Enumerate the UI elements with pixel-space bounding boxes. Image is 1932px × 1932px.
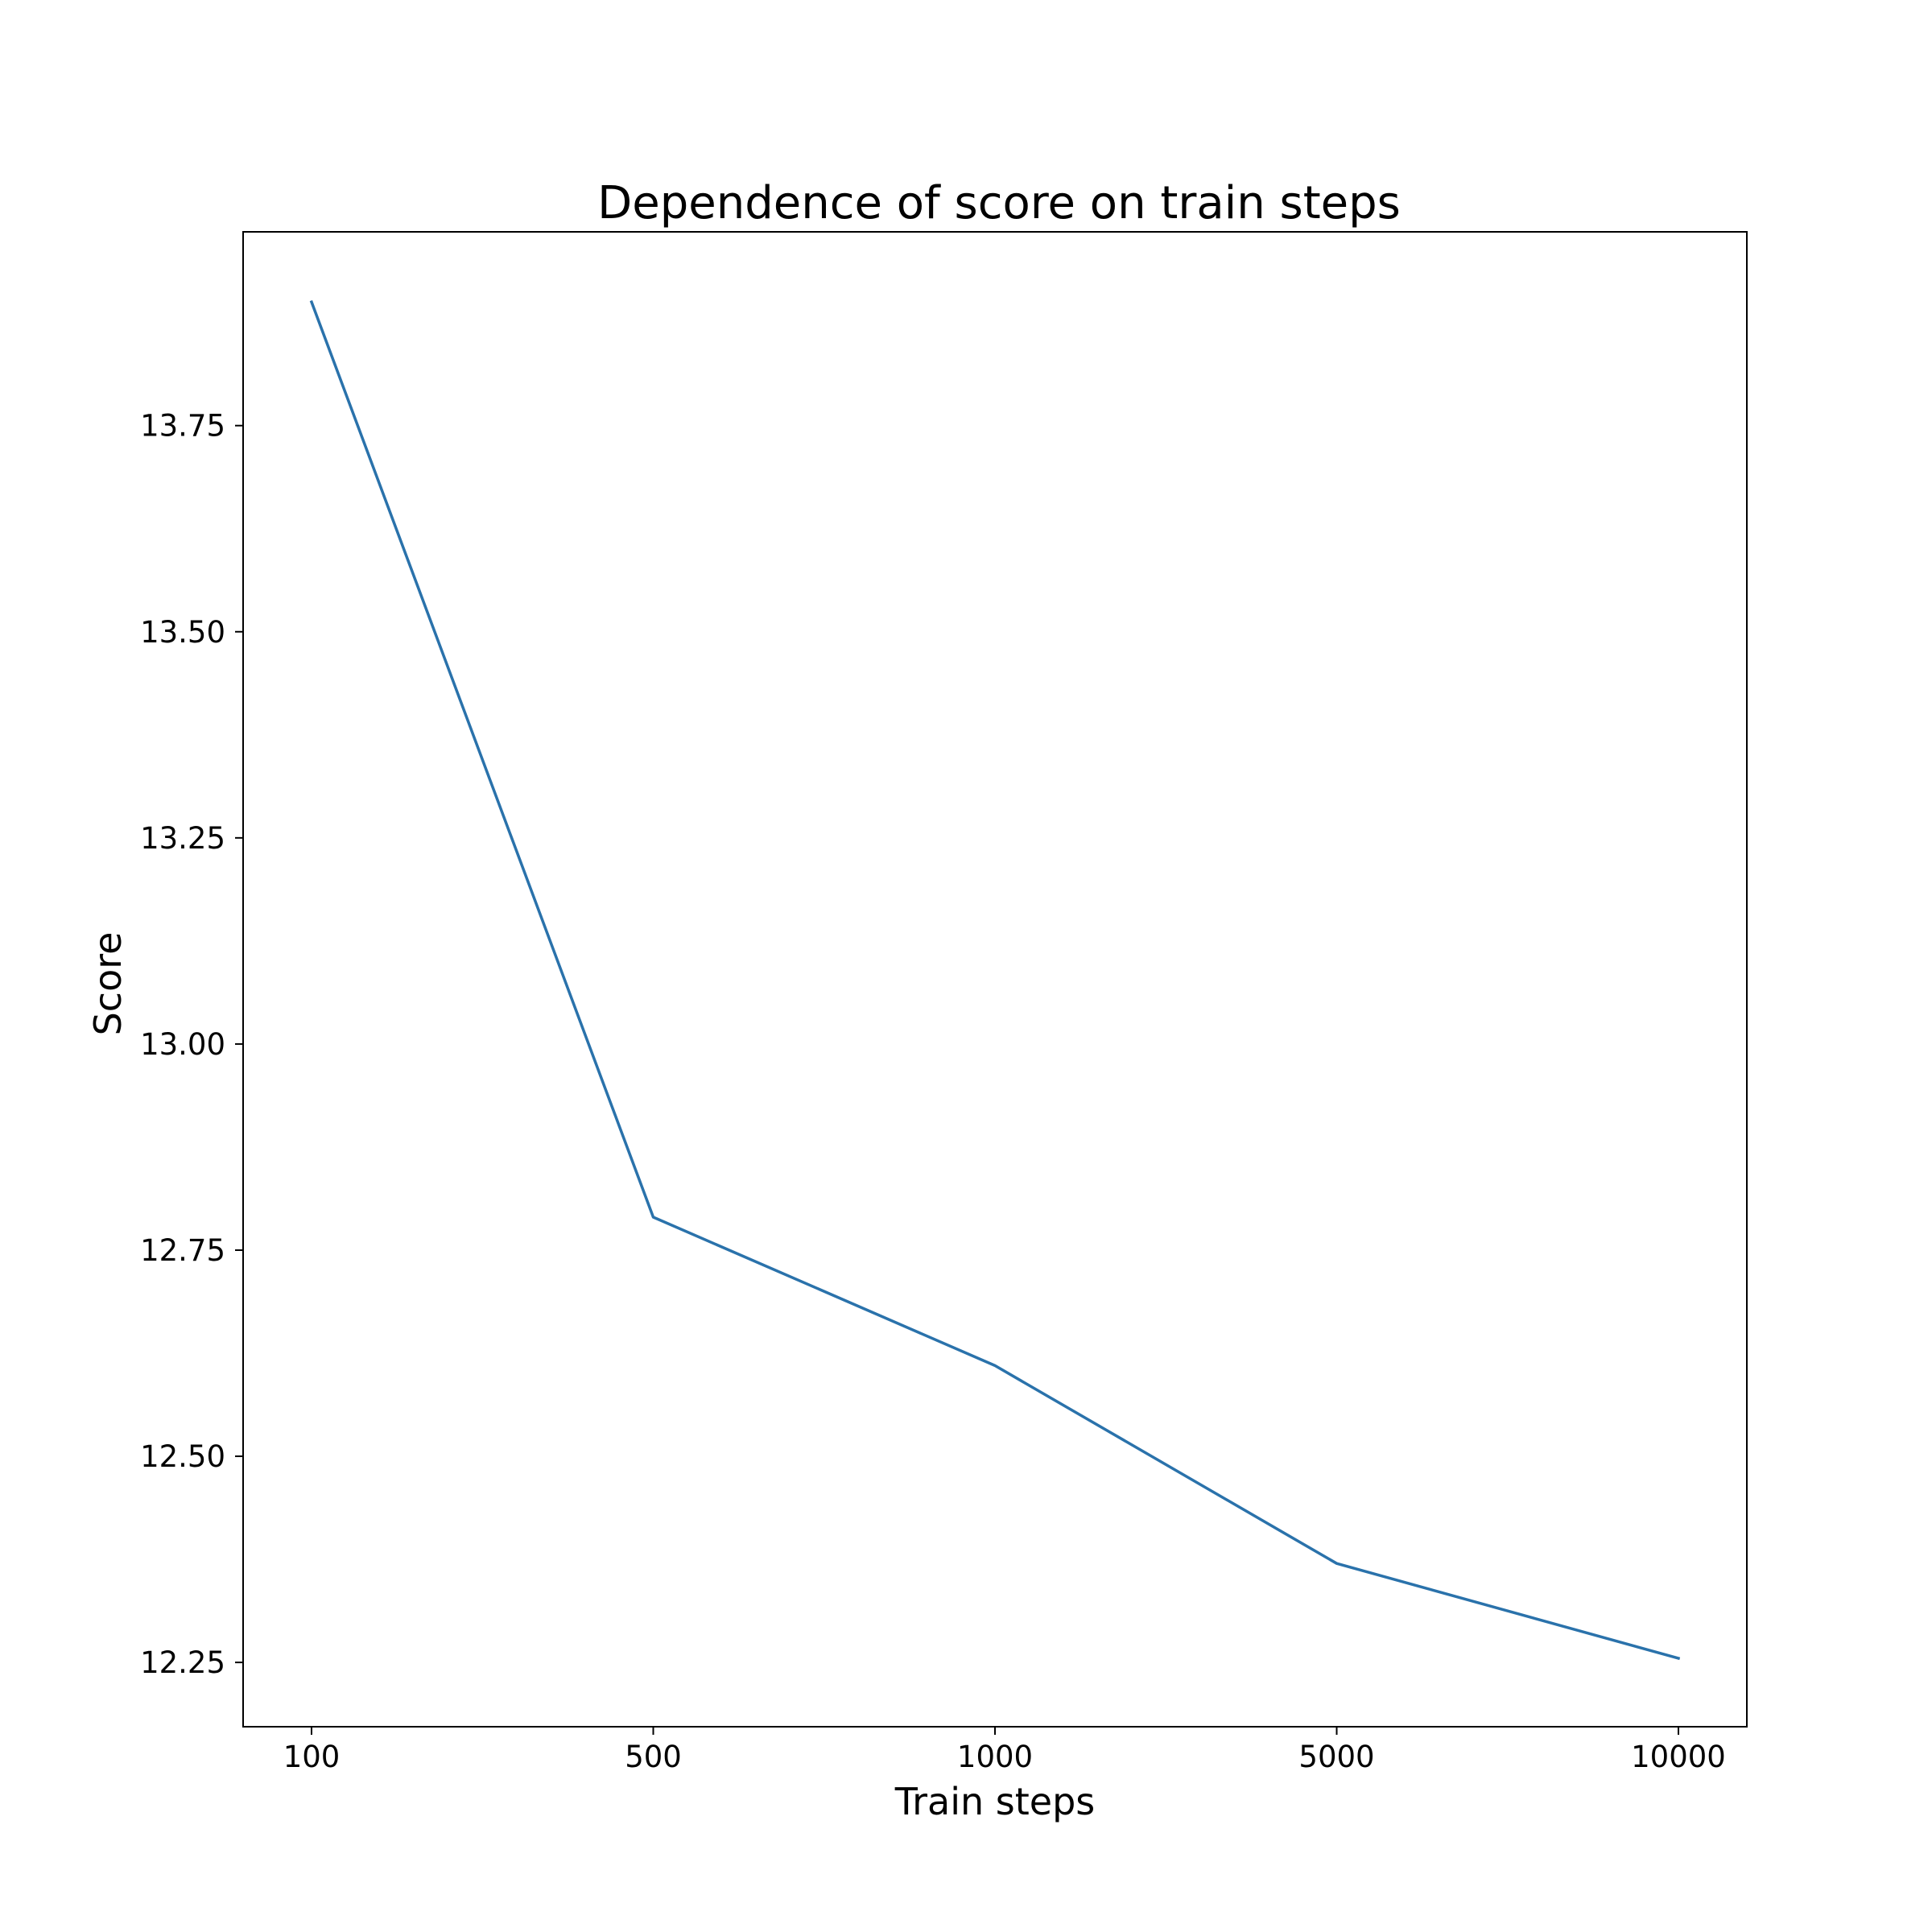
x-tick-label: 1000: [957, 1740, 1033, 1774]
x-axis: 100 500 1000 5000 10000: [283, 1727, 1726, 1774]
x-tick-label: 5000: [1298, 1740, 1374, 1774]
x-axis-label: Train steps: [894, 1780, 1095, 1823]
chart-title: Dependence of score on train steps: [597, 177, 1401, 229]
y-tick-label: 13.25: [140, 821, 225, 856]
series-line: [309, 299, 1681, 1661]
x-tick-label: 10000: [1631, 1740, 1726, 1774]
x-tick-label: 100: [283, 1740, 341, 1774]
y-tick-label: 13.50: [140, 615, 225, 650]
y-tick-label: 12.25: [140, 1645, 225, 1680]
y-tick-label: 12.75: [140, 1233, 225, 1268]
y-tick-label: 13.00: [140, 1027, 225, 1062]
y-axis: 12.25 12.50 12.75 13.00 13.25 13.50 13.75: [140, 409, 243, 1680]
y-tick-label: 13.75: [140, 409, 225, 444]
x-tick-label: 500: [625, 1740, 682, 1774]
axes-frame: [242, 231, 1748, 1728]
y-tick-label: 12.50: [140, 1439, 225, 1474]
y-axis-label: Score: [86, 932, 130, 1036]
